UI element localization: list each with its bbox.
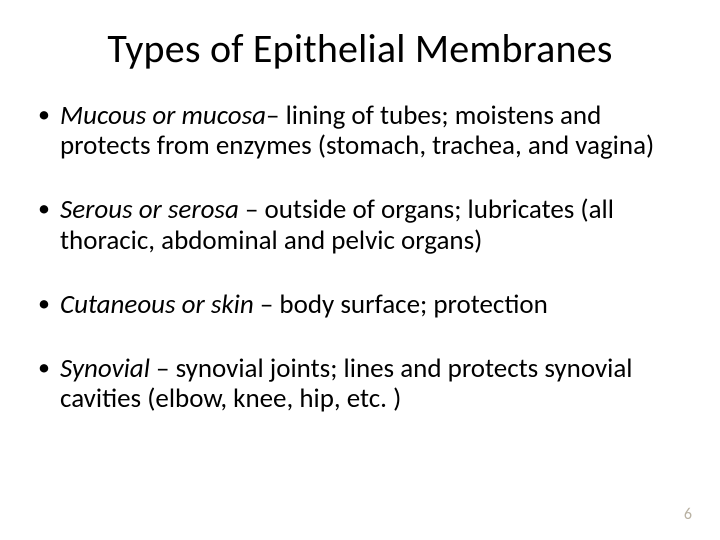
dash-text: – <box>156 352 176 385</box>
list-item: Synovial – synovial joints; lines and pr… <box>34 354 686 414</box>
term-text: Cutaneous or skin <box>60 288 260 321</box>
list-item: Cutaneous or skin – body surface; protec… <box>34 290 686 320</box>
dash-text: – <box>266 99 286 132</box>
slide: Types of Epithelial Membranes Mucous or … <box>0 0 720 540</box>
bullet-list: Mucous or mucosa– lining of tubes; moist… <box>34 101 686 415</box>
dash-text: – <box>260 288 280 321</box>
list-item: Serous or serosa – outside of organs; lu… <box>34 195 686 255</box>
page-number: 6 <box>684 505 692 524</box>
slide-title: Types of Epithelial Membranes <box>34 24 686 73</box>
term-text: Mucous or mucosa <box>60 99 266 132</box>
term-text: Serous or serosa <box>60 193 245 226</box>
definition-text: body surface; protection <box>279 288 547 321</box>
term-text: Synovial <box>60 352 156 385</box>
list-item: Mucous or mucosa– lining of tubes; moist… <box>34 101 686 161</box>
dash-text: – <box>245 193 265 226</box>
